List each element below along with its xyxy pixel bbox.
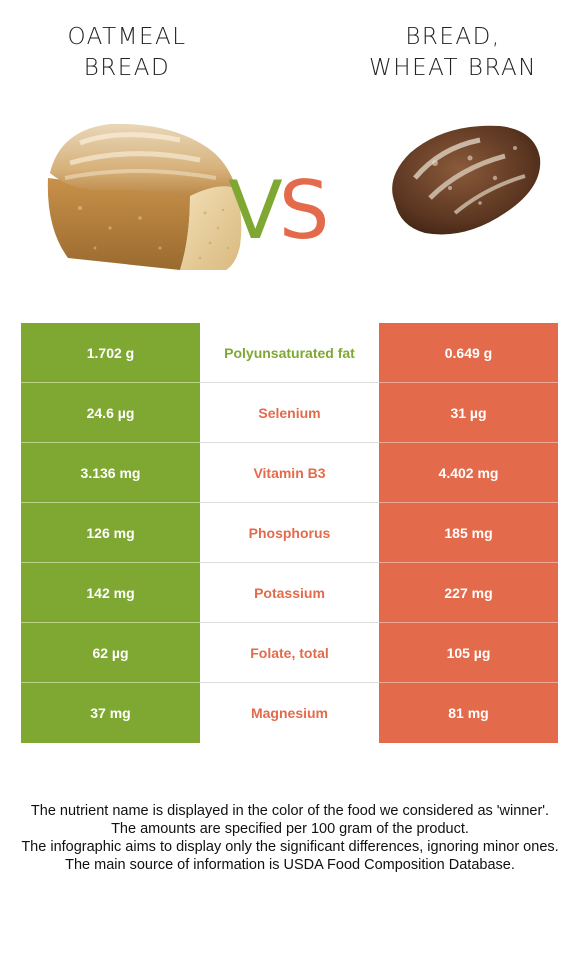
right-value: 81 mg <box>379 683 558 743</box>
footer-line: The amounts are specified per 100 gram o… <box>111 821 469 837</box>
left-value: 3.136 mg <box>21 443 200 503</box>
table-row: 3.136 mg Vitamin B3 4.402 mg <box>21 443 558 503</box>
comparison-table: 1.702 g Polyunsaturated fat 0.649 g 24.6… <box>21 323 558 743</box>
left-value: 1.702 g <box>21 323 200 383</box>
versus-label: VS <box>228 164 330 257</box>
footer-line: The main source of information is USDA F… <box>65 857 515 873</box>
versus-s: S <box>278 164 330 257</box>
left-value: 142 mg <box>21 563 200 623</box>
nutrient-name: Folate, total <box>200 623 379 683</box>
table-row: 1.702 g Polyunsaturated fat 0.649 g <box>21 323 558 383</box>
left-food-title: OATMEAL BREAD <box>67 24 187 81</box>
table-row: 62 µg Folate, total 105 µg <box>21 623 558 683</box>
left-value: 37 mg <box>21 683 200 743</box>
right-value: 227 mg <box>379 563 558 623</box>
left-value: 24.6 µg <box>21 383 200 443</box>
footer-line: The infographic aims to display only the… <box>21 839 559 855</box>
nutrient-name: Phosphorus <box>200 503 379 563</box>
footer-notes: The nutrient name is displayed in the co… <box>20 802 560 874</box>
right-value: 105 µg <box>379 623 558 683</box>
right-value: 4.402 mg <box>379 443 558 503</box>
right-value: 31 µg <box>379 383 558 443</box>
footer-line: The nutrient name is displayed in the co… <box>30 803 550 819</box>
nutrient-name: Polyunsaturated fat <box>200 323 379 383</box>
wheat-bran-bread-image <box>392 125 541 235</box>
right-value: 185 mg <box>379 503 558 563</box>
table-row: 126 mg Phosphorus 185 mg <box>21 503 558 563</box>
nutrient-name: Potassium <box>200 563 379 623</box>
table-row: 24.6 µg Selenium 31 µg <box>21 383 558 443</box>
oatmeal-bread-image <box>47 123 242 270</box>
left-value: 126 mg <box>21 503 200 563</box>
table-row: 142 mg Potassium 227 mg <box>21 563 558 623</box>
left-value: 62 µg <box>21 623 200 683</box>
versus-v: V <box>228 164 283 257</box>
nutrient-name: Vitamin B3 <box>200 443 379 503</box>
nutrient-name: Selenium <box>200 383 379 443</box>
nutrient-name: Magnesium <box>200 683 379 743</box>
right-value: 0.649 g <box>379 323 558 383</box>
right-food-title: BREAD, WHEAT BRAN <box>369 24 537 81</box>
table-row: 37 mg Magnesium 81 mg <box>21 683 558 743</box>
